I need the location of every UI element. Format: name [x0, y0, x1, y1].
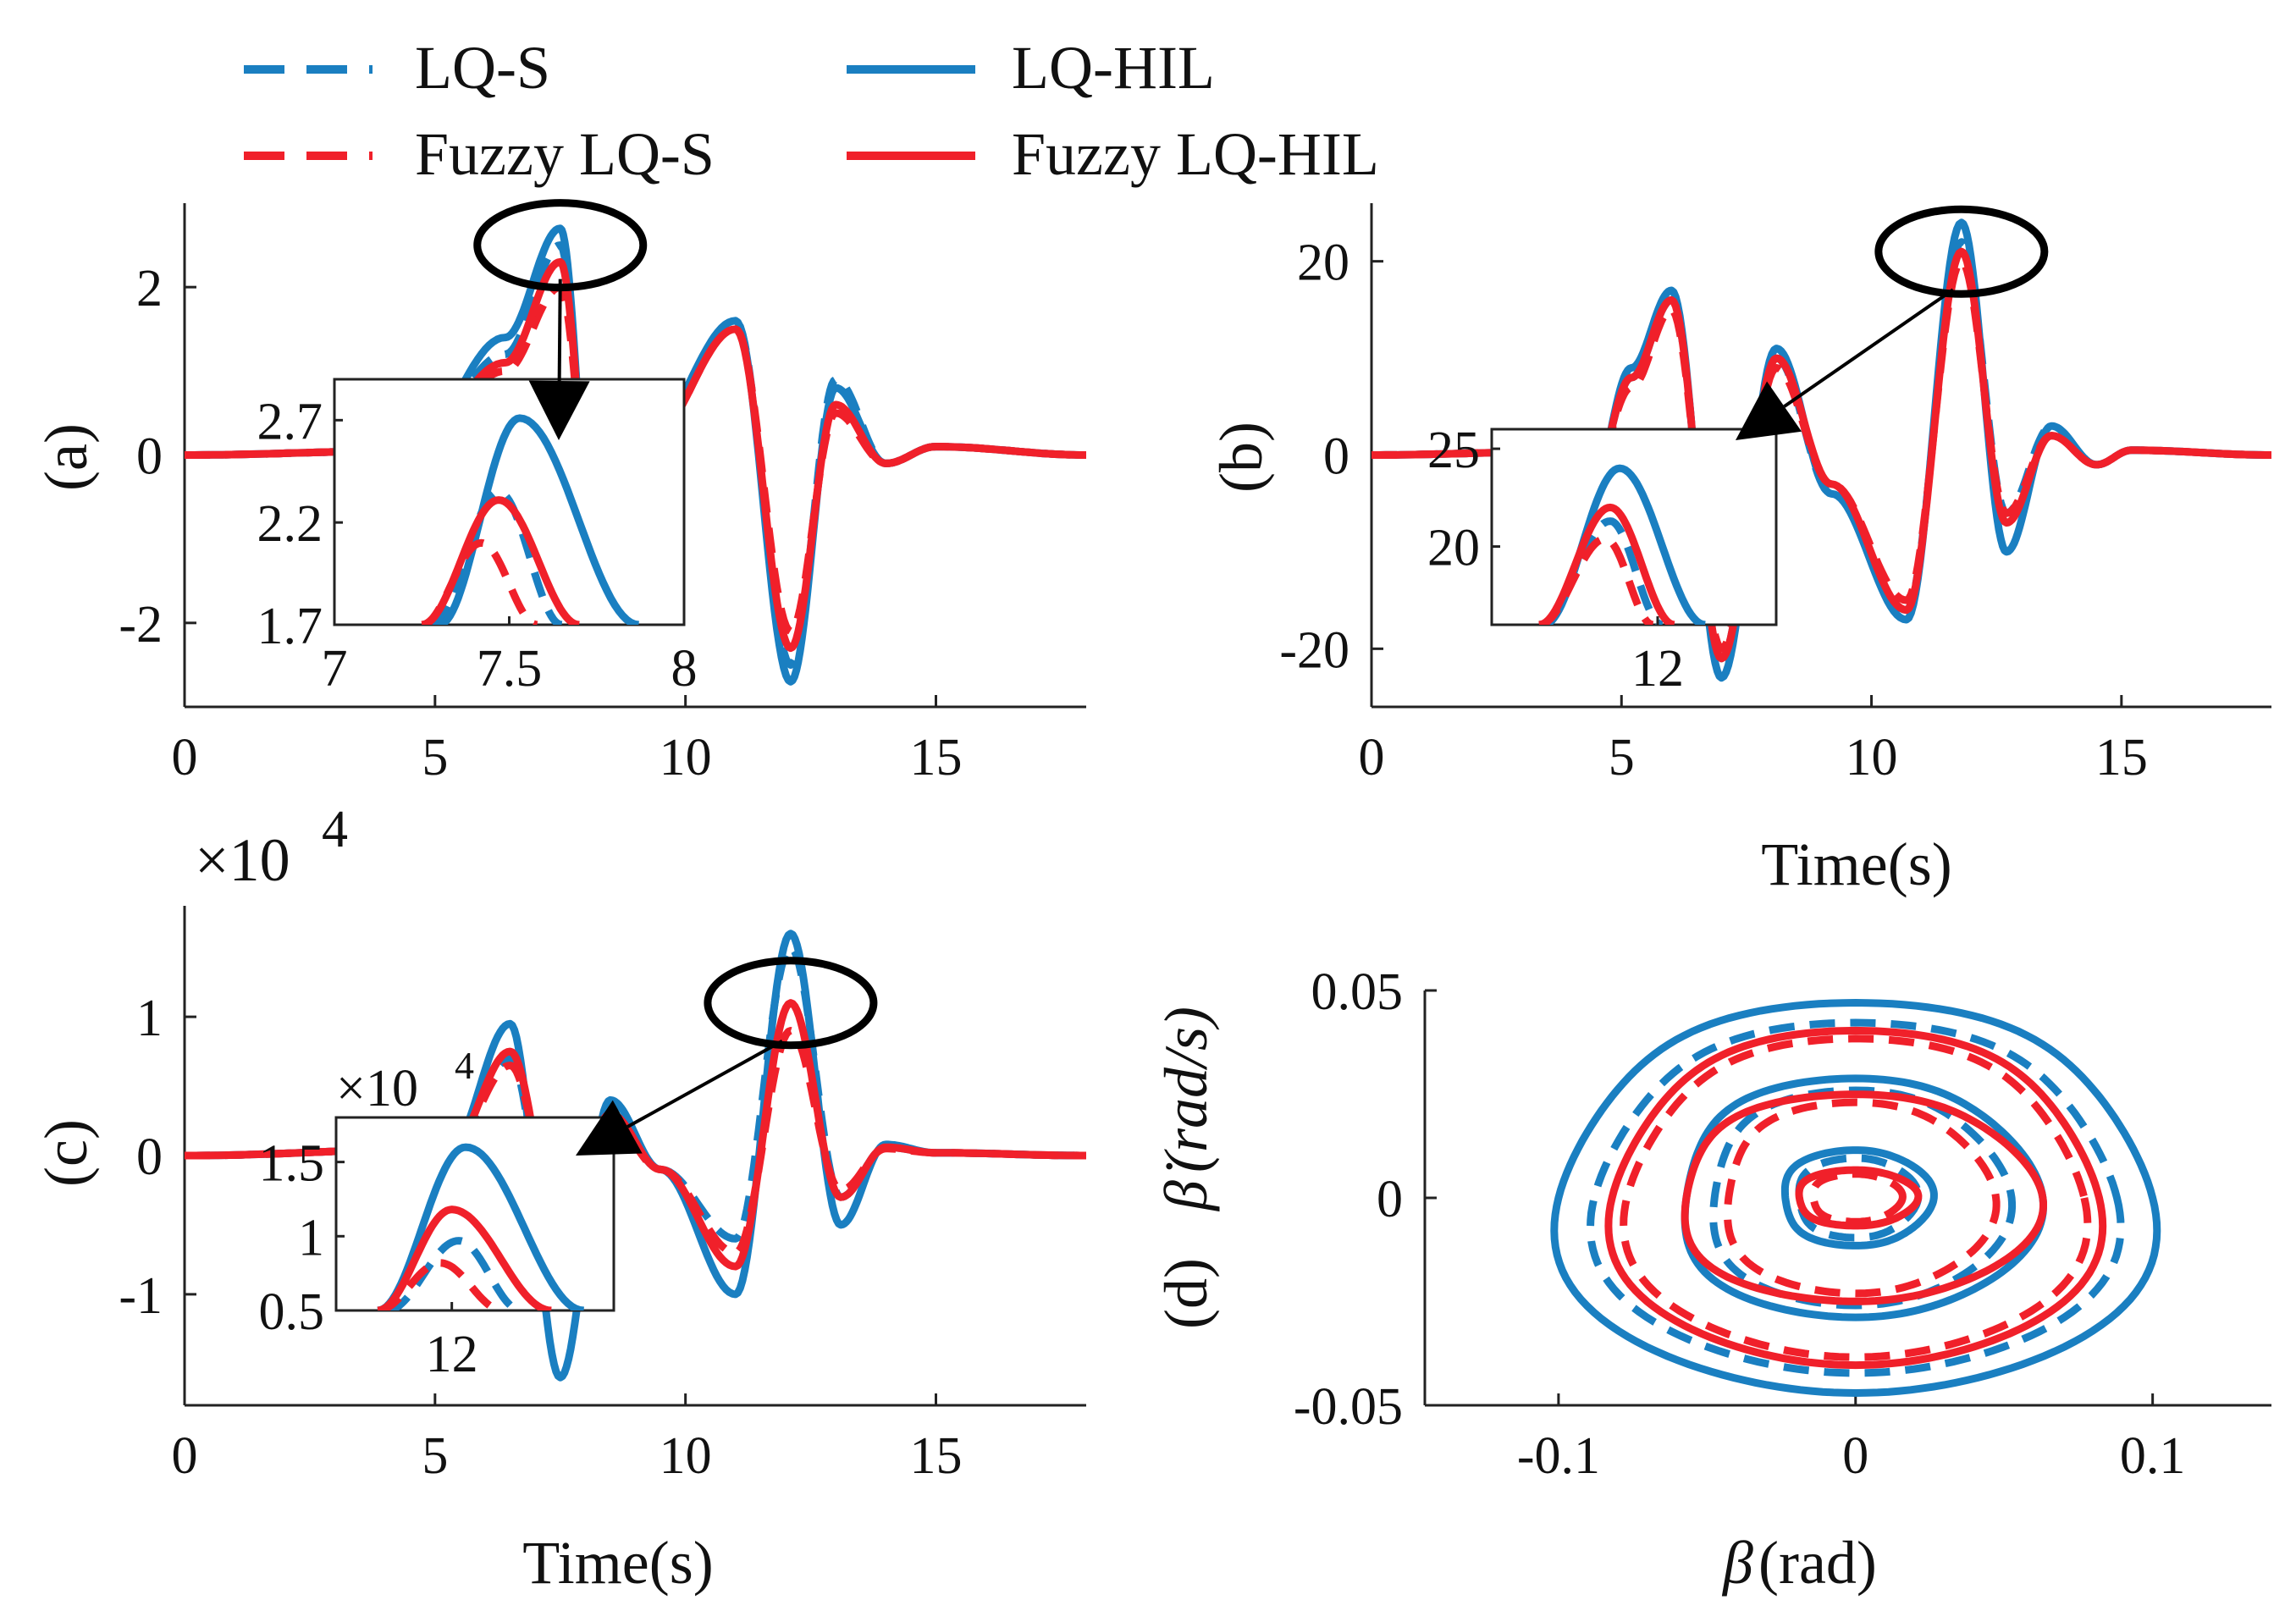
svg-text:(rad): (rad)	[1758, 1529, 1877, 1597]
panel-a: 0 5 10 15 -2 0 2	[119, 203, 1086, 786]
orbit-fuzzy-lq-s-0	[1620, 1034, 2092, 1361]
inset-y-tick-label: 20	[1427, 520, 1480, 577]
orbit-lq-s-2	[1795, 1154, 1923, 1242]
svg-text:×10: ×10	[195, 826, 290, 894]
inset-b: 12 25 20	[1427, 422, 1778, 698]
panel-d: -0.1 0 0.1 0.05 0 -0.05	[1294, 963, 2271, 1485]
y-tick-label: 0	[1377, 1171, 1403, 1228]
inset-series-lq-hil-a	[438, 414, 639, 625]
x-tick-label: 0	[1842, 1427, 1868, 1485]
inset-x-tick-label: 12	[426, 1326, 478, 1383]
inset-series-lq-s-c	[386, 1237, 522, 1310]
svg-text:β: β	[1721, 1529, 1753, 1597]
inset-y-tick-label: 2.7	[257, 393, 323, 450]
series-fuzzy-lq-hil-a	[185, 257, 1086, 653]
arrow-line-b	[1783, 288, 1954, 408]
legend-label-lq-hil: LQ-HIL	[1012, 34, 1215, 102]
x-tick-label: 5	[422, 1427, 448, 1485]
orbit-fuzzy-lq-s-1	[1723, 1098, 2001, 1298]
y-tick-label: 2	[136, 260, 163, 317]
highlight-ellipse-b	[1874, 205, 2049, 298]
inset-c: 12 1.5 1 0.5 ×10 4	[259, 1044, 615, 1383]
y-tick-label: -2	[119, 596, 163, 654]
orbit-fuzzy-lq-hil-1	[1681, 1090, 2047, 1305]
x-tick-label: -0.1	[1517, 1427, 1600, 1485]
inset-scale-label: ×10	[336, 1060, 418, 1117]
x-tick-label: 5	[422, 729, 448, 786]
y-tick-label: 20	[1297, 234, 1349, 292]
panel-label-c: (c)	[32, 1119, 100, 1187]
x-tick-label: 10	[660, 1427, 712, 1485]
y-tick-label: 1	[136, 990, 163, 1047]
legend-label-lq-s: LQ-S	[415, 34, 550, 102]
x-tick-label: 0	[1359, 729, 1385, 786]
inset-y-tick-label: 2.2	[257, 495, 323, 553]
inset-y-tick-label: 1.5	[259, 1135, 325, 1193]
inset-x-tick-label: 12	[1631, 640, 1684, 698]
y-tick-label: -1	[119, 1267, 163, 1325]
arrow-head-b	[1736, 381, 1802, 440]
orbit-lq-hil-0	[1550, 998, 2161, 1398]
x-tick-label: 15	[910, 729, 963, 786]
inset-y-tick-label: 25	[1427, 422, 1480, 479]
inset-y-tick-label: 1.7	[257, 598, 323, 655]
inset-scale-exponent: 4	[455, 1044, 474, 1087]
xlabel-d: β (rad)	[1721, 1529, 1877, 1597]
arrow-head-c	[576, 1100, 643, 1156]
svg-text:(d): (d)	[1152, 1258, 1220, 1329]
inset-series-fuzzy-lq-s-b	[1538, 534, 1654, 625]
panel-label-b: (b)	[1207, 422, 1275, 493]
inset-series-lq-s-a	[431, 488, 563, 625]
orbit-fuzzy-lq-hil-2	[1795, 1166, 1923, 1230]
legend-label-fuzzy-lq-s: Fuzzy LQ-S	[415, 120, 715, 188]
legend: LQ-S LQ-HIL Fuzzy LQ-S Fuzzy LQ-HIL	[244, 34, 1379, 188]
inset-series-fuzzy-lq-s-a	[421, 538, 538, 625]
orbit-fuzzy-lq-s-2	[1809, 1170, 1907, 1226]
inset-x-tick-label: 8	[671, 640, 698, 698]
x-tick-label: 15	[2095, 729, 2148, 786]
inset-series-fuzzy-lq-hil-b	[1538, 503, 1675, 625]
orbit-fuzzy-lq-hil-0	[1604, 1026, 2107, 1370]
orbit-lq-hil-2	[1780, 1146, 1938, 1250]
arrow-line-c	[626, 1039, 783, 1128]
inset-x-tick-label: 7.5	[477, 640, 543, 698]
x-tick-label: 10	[1846, 729, 1898, 786]
inset-y-tick-label: 0.5	[259, 1283, 325, 1341]
x-tick-label: 0	[172, 729, 198, 786]
series-fuzzy-lq-hil-c	[185, 999, 1086, 1271]
inset-x-tick-label: 7	[322, 640, 348, 698]
inset-series-fuzzy-lq-hil-a	[421, 496, 580, 625]
x-tick-label: 0.1	[2120, 1427, 2186, 1485]
x-tick-label: 5	[1609, 729, 1635, 786]
annotations	[473, 199, 2049, 1156]
ylabel-d: (d) β̇ (rad/s)	[1152, 1007, 1220, 1329]
svg-text:(rad/s): (rad/s)	[1152, 1007, 1220, 1172]
inset-series-lq-s-b	[1538, 517, 1664, 625]
arrow-head-a	[528, 380, 590, 440]
y-tick-label: -0.05	[1294, 1378, 1403, 1436]
inset-series-fuzzy-lq-hil-c	[377, 1205, 552, 1310]
legend-label-fuzzy-lq-hil: Fuzzy LQ-HIL	[1012, 120, 1379, 188]
inset-y-tick-label: 1	[298, 1209, 324, 1266]
x-tick-label: 10	[660, 729, 712, 786]
scale-label-c: ×10 4	[195, 801, 348, 894]
xlabel-c: Time(s)	[522, 1529, 713, 1597]
panel-c: 0 5 10 15 -1 0 1	[119, 906, 1086, 1485]
y-tick-label: 0	[136, 1128, 163, 1186]
xlabel-b: Time(s)	[1761, 830, 1951, 898]
highlight-ellipse-c	[704, 957, 878, 1050]
x-tick-label: 0	[172, 1427, 198, 1485]
x-tick-label: 15	[910, 1427, 963, 1485]
inset-a: 7 7.5 8 2.7 2.2 1.7	[257, 378, 698, 698]
y-tick-label: -20	[1279, 621, 1349, 679]
y-tick-label: 0	[136, 428, 163, 486]
panel-label-a: (a)	[32, 423, 100, 491]
svg-text:4: 4	[322, 801, 348, 858]
orbit-lq-s-0	[1586, 1018, 2125, 1377]
y-tick-label: 0.05	[1311, 963, 1404, 1021]
y-tick-label: 0	[1323, 428, 1349, 486]
